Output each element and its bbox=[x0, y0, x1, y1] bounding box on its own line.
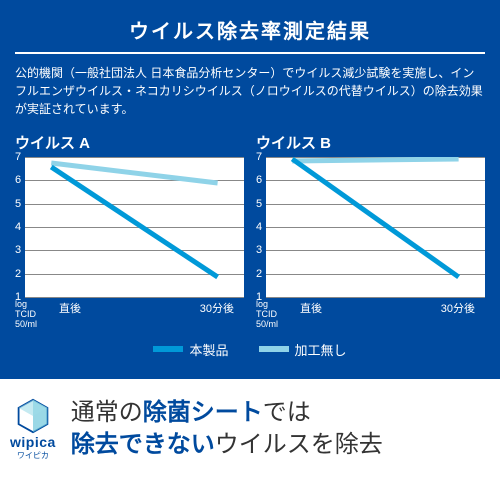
tag-text: ウイルスを除去 bbox=[215, 431, 383, 458]
tag-highlight: 除菌シート bbox=[143, 399, 263, 426]
y-unit: log TCID 50/ml bbox=[256, 300, 290, 330]
logo-subtext: ワイピカ bbox=[17, 450, 49, 461]
chart-b-plot bbox=[266, 157, 485, 297]
legend-product-label: 本製品 bbox=[189, 340, 228, 359]
legend-none: 加工無し bbox=[259, 340, 347, 359]
chart-a-svg bbox=[25, 157, 244, 297]
main-panel: ウイルス除去率測定結果 公的機関（一般社団法人 日本食品分析センター）でウイルス… bbox=[0, 0, 500, 379]
legend-none-swatch bbox=[259, 346, 289, 352]
xlabel: 30分後 bbox=[441, 300, 475, 330]
charts-row: ウイルス A 7 6 5 4 3 2 1 bbox=[15, 132, 485, 330]
legend: 本製品 加工無し bbox=[15, 340, 485, 359]
chart-b-line-product bbox=[292, 159, 458, 277]
chart-a-area: 7 6 5 4 3 2 1 bbox=[15, 157, 244, 297]
chart-a-yaxis: 7 6 5 4 3 2 1 bbox=[15, 157, 25, 297]
chart-b-line-none bbox=[292, 159, 458, 161]
chart-a-line-none bbox=[51, 163, 217, 183]
chart-b-yaxis: 7 6 5 4 3 2 1 bbox=[256, 157, 266, 297]
chart-b-svg bbox=[266, 157, 485, 297]
chart-b-xaxis: log TCID 50/ml 直後 30分後 bbox=[256, 300, 485, 330]
chart-b-title: ウイルス B bbox=[256, 132, 485, 153]
legend-product-swatch bbox=[153, 346, 183, 352]
y-unit: log TCID 50/ml bbox=[15, 300, 49, 330]
tag-text: 通常の bbox=[71, 399, 143, 426]
logo-text: wipica bbox=[10, 434, 56, 450]
panel-title: ウイルス除去率測定結果 bbox=[15, 15, 485, 54]
xlabel: 直後 bbox=[59, 300, 81, 330]
chart-a: ウイルス A 7 6 5 4 3 2 1 bbox=[15, 132, 244, 330]
bottom-bar: wipica ワイピカ 通常の除菌シートでは 除去できないウイルスを除去 bbox=[0, 379, 500, 480]
chart-b: ウイルス B 7 6 5 4 3 2 1 bbox=[256, 132, 485, 330]
legend-none-label: 加工無し bbox=[295, 340, 347, 359]
panel-description: 公的機関（一般社団法人 日本食品分析センター）でウイルス減少試験を実施し、インフ… bbox=[15, 64, 485, 118]
chart-b-area: 7 6 5 4 3 2 1 bbox=[256, 157, 485, 297]
chart-a-plot bbox=[25, 157, 244, 297]
chart-a-line-product bbox=[51, 167, 217, 277]
xlabel: 直後 bbox=[300, 300, 322, 330]
logo-hex-icon bbox=[15, 398, 51, 434]
chart-a-xaxis: log TCID 50/ml 直後 30分後 bbox=[15, 300, 244, 330]
tag-highlight: 除去できない bbox=[71, 431, 215, 458]
xlabel: 30分後 bbox=[200, 300, 234, 330]
legend-product: 本製品 bbox=[153, 340, 228, 359]
brand-logo: wipica ワイピカ bbox=[10, 398, 56, 461]
tag-text: では bbox=[263, 399, 311, 426]
tagline: 通常の除菌シートでは 除去できないウイルスを除去 bbox=[71, 397, 383, 462]
chart-a-title: ウイルス A bbox=[15, 132, 244, 153]
